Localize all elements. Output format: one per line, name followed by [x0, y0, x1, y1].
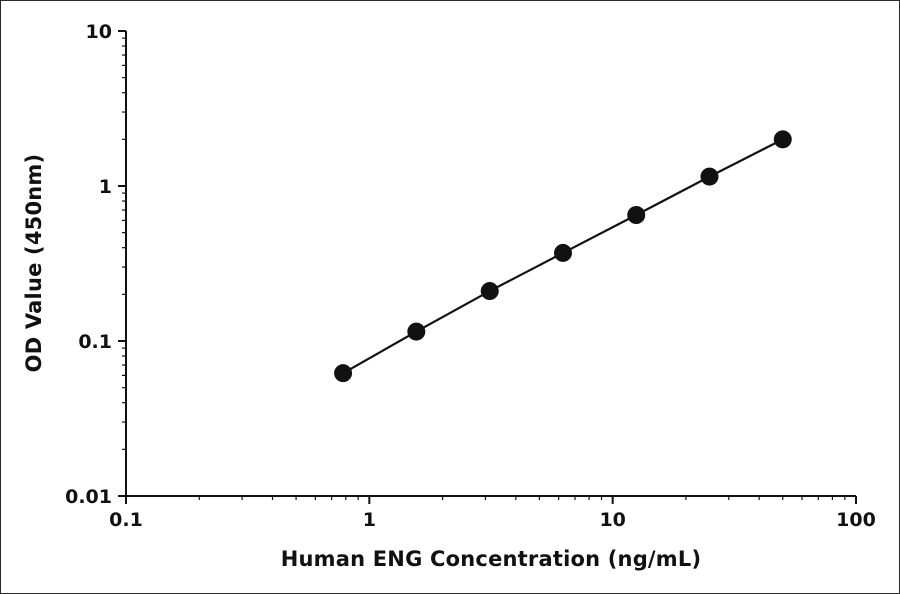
y-tick-label: 10: [86, 21, 112, 43]
data-point: [773, 130, 792, 149]
x-axis-title: Human ENG Concentration (ng/mL): [280, 547, 702, 571]
y-tick-label: 1: [99, 176, 112, 198]
data-point: [480, 282, 499, 301]
y-tick-label: 0.01: [65, 486, 112, 508]
data-point: [407, 322, 426, 341]
x-tick-label: 100: [836, 509, 876, 531]
x-tick-label: 0.1: [109, 509, 143, 531]
x-tick-label: 10: [599, 509, 625, 531]
data-point: [553, 243, 572, 262]
y-tick-label: 0.1: [78, 331, 112, 353]
data-point: [334, 364, 353, 383]
data-point: [700, 167, 719, 186]
x-tick-label: 1: [363, 509, 376, 531]
y-axis-title: OD Value (450nm): [22, 153, 46, 373]
data-point: [627, 205, 646, 224]
